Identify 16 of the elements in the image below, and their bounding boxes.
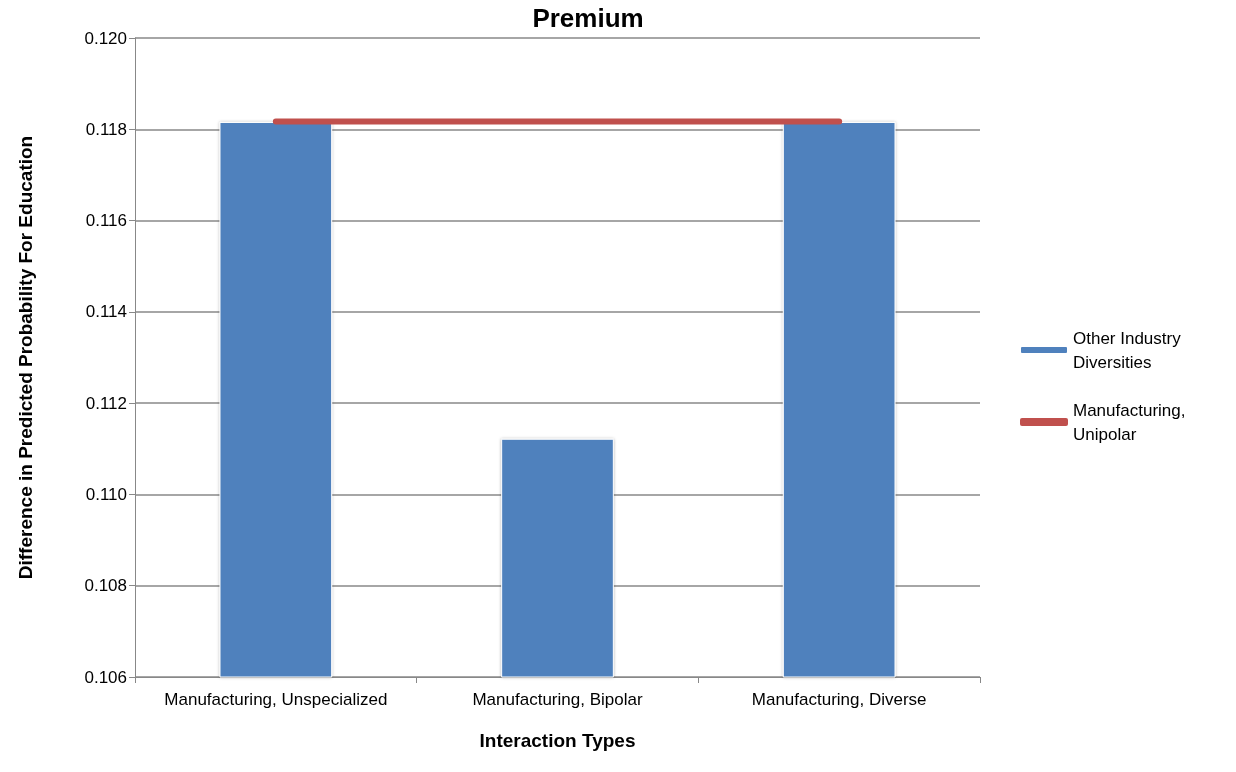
legend-label: Manufacturing, Unipolar — [1073, 400, 1191, 444]
y-tick-label: 0.110 — [85, 484, 127, 504]
y-tick-label: 0.106 — [84, 667, 127, 687]
y-tick-label: 0.112 — [85, 393, 127, 413]
chart-title: Premium — [532, 3, 644, 33]
x-axis-title: Interaction Types — [479, 730, 636, 751]
legend-label: Other Industry Diversities — [1073, 328, 1186, 372]
y-tick-label: 0.116 — [85, 211, 127, 231]
y-tick-label: 0.114 — [85, 302, 127, 322]
x-tick-label: Manufacturing, Diverse — [751, 690, 927, 709]
y-tick-label: 0.108 — [84, 576, 127, 596]
y-axis-title: Difference in Predicted Probability For Education — [15, 135, 36, 580]
y-tick-label: 0.118 — [85, 119, 127, 139]
x-tick-label: Manufacturing, Unspecialized — [164, 690, 388, 709]
x-tick-label: Manufacturing, Bipolar — [472, 690, 643, 709]
y-tick-label: 0.120 — [84, 28, 127, 48]
